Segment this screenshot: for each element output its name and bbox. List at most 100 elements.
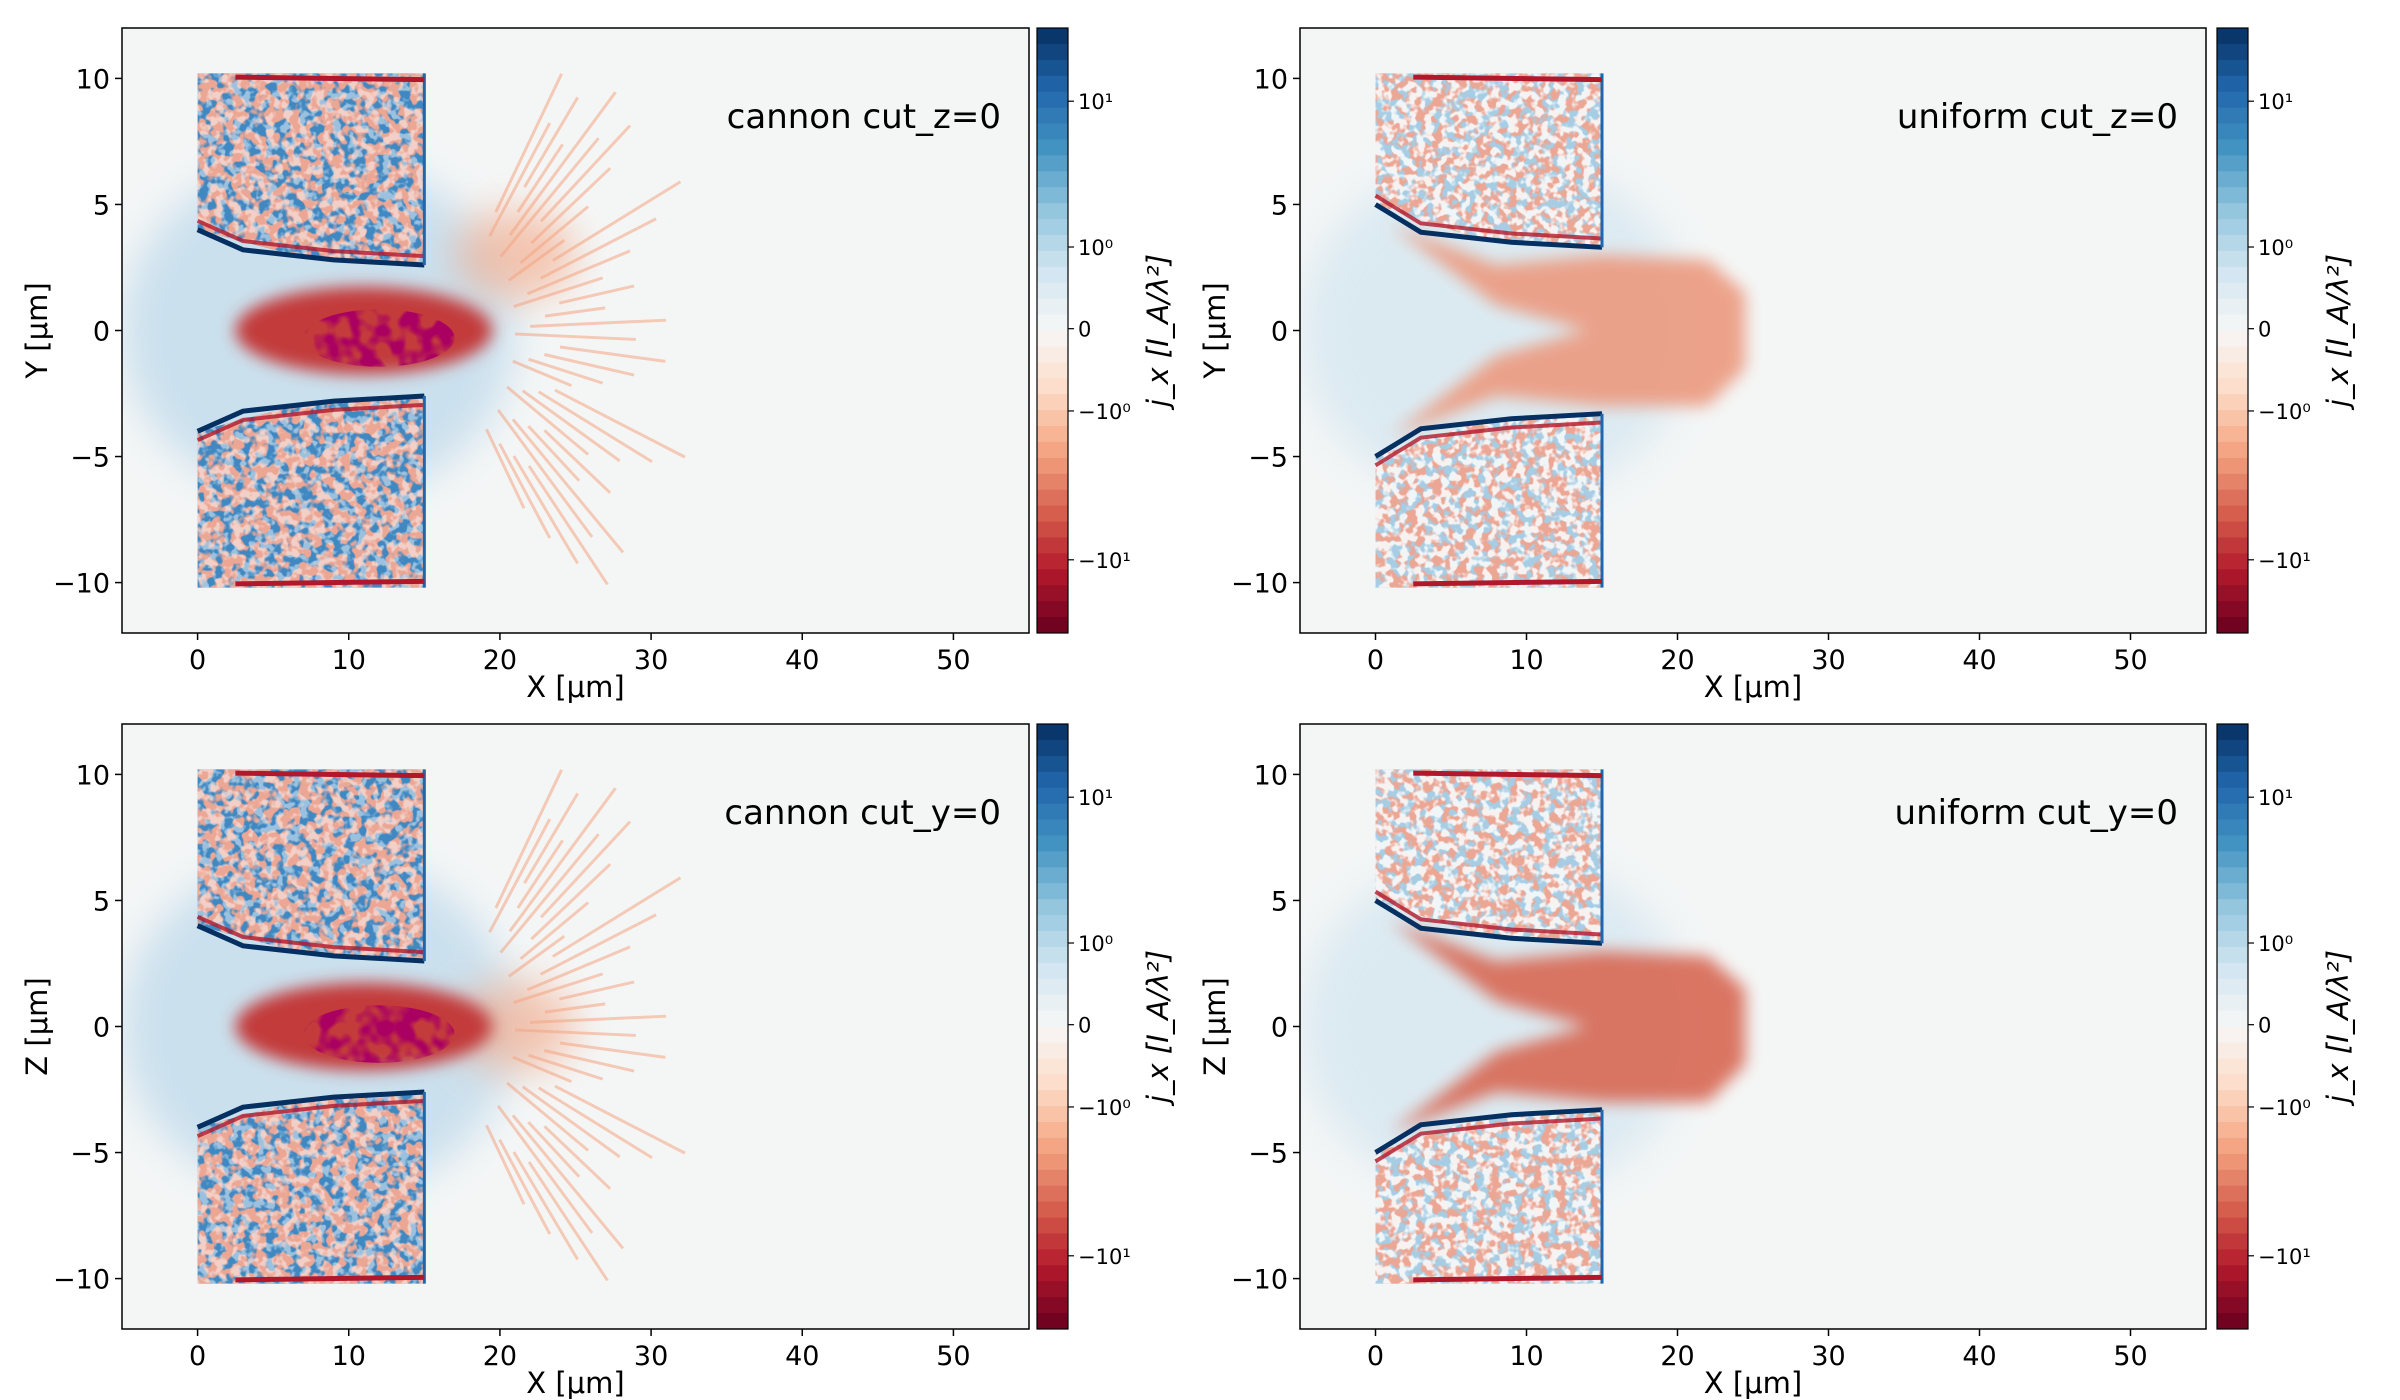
colorbar-band	[2217, 410, 2248, 427]
ray-mark	[506, 1081, 590, 1152]
heatmap-image	[122, 73, 686, 588]
colorbar-band	[2217, 1201, 2248, 1219]
y-tick-label: −5	[1248, 1139, 1288, 1170]
colorbar-band	[1037, 1137, 1068, 1155]
colorbar-band	[2217, 250, 2248, 268]
channel-boundary-line	[1374, 898, 1603, 946]
ray-mark	[527, 425, 581, 482]
colorbar-band	[2217, 601, 2248, 618]
colorbar-band	[2217, 1233, 2248, 1250]
channel-boundary-line	[196, 1089, 425, 1130]
colorbar-band	[2217, 505, 2248, 523]
colorbar-band	[2217, 362, 2248, 379]
x-tick-label: 0	[189, 645, 206, 676]
ray-mark	[485, 428, 526, 509]
colorbar-band	[2217, 1297, 2248, 1314]
y-tick-label: 5	[93, 886, 110, 917]
colorbar-band	[2217, 298, 2248, 316]
x-tick-label: 40	[785, 1341, 819, 1372]
colorbar-tick-label: 10¹	[1078, 786, 1113, 810]
x-axis-label: X [μm]	[1704, 1366, 1802, 1400]
colorbar-tick-label: 0	[1078, 1014, 1091, 1038]
ray-mark	[507, 935, 566, 978]
ray-mark	[498, 442, 552, 539]
colorbar-band	[1037, 803, 1068, 821]
ray-mark	[508, 787, 617, 933]
colorbar-band	[1037, 1249, 1068, 1266]
x-tick-label: 10	[332, 1341, 366, 1372]
colorbar-label: j_x [I_A/λ²]	[2321, 950, 2355, 1107]
x-axis-label: X [μm]	[526, 1366, 624, 1400]
colorbar-band	[2217, 1249, 2248, 1266]
colorbar-band	[2217, 537, 2248, 554]
colorbar-band	[2217, 978, 2248, 996]
colorbar-tick-label: 10¹	[2258, 90, 2293, 114]
colorbar-band	[2217, 203, 2248, 220]
ray-mark	[543, 1125, 612, 1190]
colorbar-band	[1037, 1026, 1068, 1044]
colorbar-band	[2217, 139, 2248, 156]
colorbar-band	[1037, 962, 1068, 980]
colorbar-band	[1037, 1201, 1068, 1219]
colorbar-tick-label: 10⁰	[1078, 932, 1113, 956]
colorbar-band	[2217, 266, 2248, 284]
ray-mark	[526, 945, 631, 992]
colorbar-band	[2217, 787, 2248, 805]
slab-speckle-light	[197, 769, 425, 961]
ray-mark	[485, 1124, 526, 1205]
colorbar-band	[2217, 1281, 2248, 1298]
heatmap-image	[1300, 769, 1746, 1284]
ray-mark	[528, 357, 604, 385]
colorbar-frame	[1036, 27, 1069, 634]
colorbar-band	[1037, 1169, 1068, 1187]
channel-boundary-line	[1374, 202, 1603, 250]
colorbar-tick-label: 10⁰	[2258, 932, 2293, 956]
colorbar-band	[1037, 1217, 1068, 1235]
colorbar-tick-label: 0	[2258, 318, 2271, 342]
ray-mark	[523, 792, 579, 884]
colorbar-band	[2217, 835, 2248, 852]
colorbar-band	[1037, 314, 1068, 332]
colorbar-band	[2217, 803, 2248, 821]
colorbar-band	[2217, 346, 2248, 363]
ray-mark	[514, 332, 636, 341]
colorbar-band	[2217, 59, 2248, 77]
colorbar-band	[1037, 250, 1068, 268]
colorbar-band	[1037, 553, 1068, 570]
colorbar-band	[2217, 441, 2248, 459]
colorbar-band	[2217, 473, 2248, 491]
ray-mark	[523, 96, 579, 188]
colorbar-band	[2217, 171, 2248, 188]
x-tick-label: 0	[1367, 645, 1384, 676]
x-tick-label: 50	[936, 645, 970, 676]
colorbar-band	[1037, 171, 1068, 188]
ray-mark	[539, 820, 632, 919]
ray-mark	[558, 284, 635, 305]
channel-boundary-red	[1374, 193, 1603, 241]
colorbar-tick-label: −10¹	[1078, 549, 1131, 573]
colorbar-band	[2217, 107, 2248, 125]
colorbar-band	[2217, 1217, 2248, 1235]
ray-mark	[559, 345, 666, 363]
ray-mark	[530, 318, 667, 328]
ray-mark	[543, 353, 635, 377]
slab-surface-stripe	[235, 74, 425, 83]
colorbar-band	[1037, 1122, 1068, 1139]
colorbar-band	[2217, 962, 2248, 980]
colorbar-band	[1037, 1185, 1068, 1203]
ray-mark	[512, 1151, 579, 1261]
ray-mark	[496, 409, 594, 538]
ray-mark	[558, 980, 635, 1001]
colorbar-band	[1037, 946, 1068, 964]
ray-mark	[516, 839, 564, 909]
channel-boundary-line	[1374, 1107, 1603, 1155]
colorbar-band	[2217, 282, 2248, 300]
colorbar-band	[1037, 457, 1068, 475]
colorbar-frame	[2216, 27, 2249, 634]
slab-speckle-light	[197, 396, 425, 588]
colorbar-band	[1037, 282, 1068, 300]
y-axis-label: Z [μm]	[1198, 977, 1232, 1075]
colorbar-band	[2217, 234, 2248, 252]
x-tick-label: 0	[189, 1341, 206, 1372]
